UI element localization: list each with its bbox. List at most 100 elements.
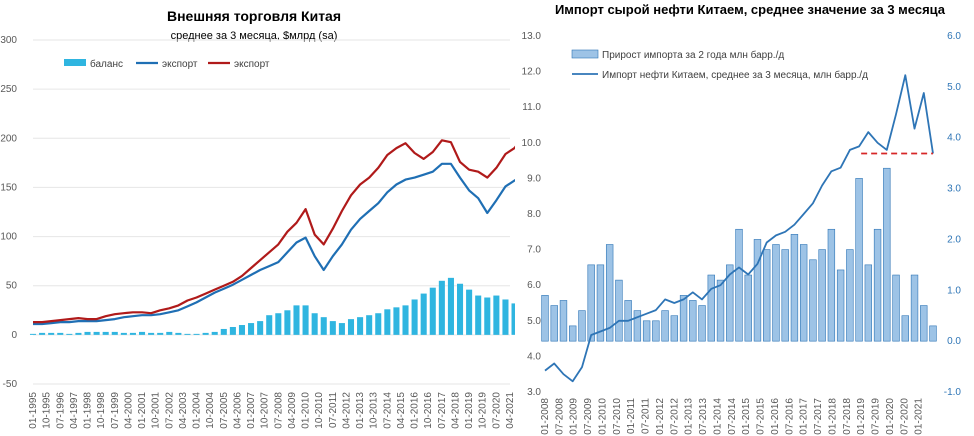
x-tick-label: 07-1999 — [110, 392, 121, 429]
balance-bar — [84, 331, 91, 335]
growth-bar — [763, 249, 771, 342]
trade-chart-panel: Внешняя торговля Китая среднее за 3 меся… — [0, 8, 515, 429]
growth-bar — [836, 269, 845, 342]
oil-chart-growth-bars — [541, 167, 937, 342]
x-tick-label: 10-2019 — [478, 392, 489, 429]
growth-bar — [587, 264, 595, 342]
x-tick-label: 10-2013 — [369, 392, 380, 429]
balance-bar — [120, 332, 127, 335]
x-tick-label: 10-2004 — [205, 392, 216, 429]
balance-bar — [357, 317, 364, 335]
x-tick-label: 07-2005 — [219, 392, 230, 429]
balance-bar — [257, 321, 264, 335]
x-tick-label: 01-2013 — [355, 392, 366, 429]
x-tick-label: 07-2014 — [727, 398, 738, 435]
balance-bar — [229, 326, 236, 335]
x-tick-label: 07-2020 — [491, 392, 502, 429]
x-tick-label: 01-2015 — [741, 398, 752, 435]
growth-bar — [605, 244, 614, 342]
x-tick-label: 07-2012 — [669, 398, 680, 435]
x-tick-label: 04-2015 — [396, 392, 407, 429]
growth-bar — [642, 320, 651, 342]
x-tick-label: 01-2019 — [856, 398, 867, 435]
x-tick-label: 07-2009 — [583, 398, 594, 435]
x-tick-label: 07-2015 — [756, 398, 767, 435]
growth-bar — [827, 228, 836, 342]
legend-swatch-bar — [64, 59, 86, 66]
x-tick-label: 07-2018 — [842, 398, 853, 435]
x-tick-label: 10-1995 — [42, 392, 53, 429]
x-tick-label: 04-2021 — [505, 392, 515, 429]
oil-chart-left-axis: 3.0 4.0 5.0 6.0 7.0 8.0 9.0 10.0 11.0 12.0 13.0 — [522, 31, 542, 398]
balance-bar — [175, 332, 182, 335]
right-y-tick-label: 6.0 — [947, 31, 961, 42]
growth-bar — [615, 279, 623, 342]
balance-bar — [338, 323, 345, 335]
balance-bar — [484, 297, 491, 335]
left-y-tick-label: 10.0 — [522, 138, 542, 149]
growth-bar — [818, 249, 826, 342]
balance-bar — [238, 325, 245, 335]
left-y-tick-label: 4.0 — [527, 351, 541, 362]
oil-chart-legend: Прирост импорта за 2 года млн барр./д Имп… — [571, 49, 868, 81]
trade-chart-title: Внешняя торговля Китая — [167, 8, 341, 24]
x-tick-label: 01-2018 — [827, 398, 838, 435]
growth-bar — [735, 228, 743, 342]
x-tick-label: 07-2008 — [273, 392, 284, 429]
balance-bar — [384, 309, 391, 335]
balance-bar — [193, 333, 200, 335]
growth-bar — [559, 300, 568, 342]
oil-chart-panel: Импорт сырой нефти Китаем, среднее значе… — [515, 0, 974, 436]
x-tick-label: 04-2012 — [341, 392, 352, 429]
y-tick-label: 150 — [0, 182, 17, 193]
balance-bar — [511, 303, 515, 335]
growth-bar — [652, 320, 660, 342]
growth-bar — [873, 228, 882, 342]
growth-bar — [689, 300, 697, 342]
balance-bar — [457, 283, 464, 335]
x-tick-label: 01-2017 — [799, 398, 810, 435]
balance-bar — [466, 289, 473, 335]
x-tick-label: 07-2008 — [554, 398, 565, 435]
balance-bar — [502, 299, 509, 335]
trade-chart-y-axis: -50 0 50 100 150 200 250 300 — [0, 35, 17, 390]
x-tick-label: 01-2012 — [655, 398, 666, 435]
growth-bar — [698, 305, 706, 342]
trade-chart-legend: баланс экспорт экспорт — [64, 58, 270, 70]
growth-bar — [809, 259, 817, 342]
oil-chart: Импорт сырой нефти Китаем, среднее значе… — [522, 2, 962, 435]
balance-bar — [293, 305, 300, 335]
balance-bar — [75, 332, 82, 335]
x-tick-label: 01-2011 — [626, 398, 637, 434]
x-tick-label: 10-2016 — [423, 392, 434, 429]
trade-chart-x-axis: 01-1995 10-1995 07-1996 04-1997 01-1998 10-19… — [28, 392, 515, 429]
x-tick-label: 01-2007 — [246, 392, 257, 429]
growth-bar — [679, 295, 688, 342]
growth-bar — [726, 264, 734, 342]
right-y-tick-label: 0.0 — [947, 336, 961, 347]
y-tick-label: -50 — [3, 379, 18, 390]
x-tick-label: 10-2010 — [314, 392, 325, 429]
legend-label: Прирост импорта за 2 года млн барр./д — [602, 49, 784, 61]
growth-bar — [550, 305, 558, 342]
balance-bar — [402, 305, 409, 335]
growth-bar — [744, 274, 752, 342]
legend-swatch-bar — [571, 49, 599, 59]
balance-bar — [375, 313, 382, 335]
left-y-tick-label: 8.0 — [527, 209, 541, 220]
x-tick-label: 04-2006 — [232, 392, 243, 429]
trade-chart-subtitle: среднее за 3 месяца, $млрд (sa) — [171, 30, 338, 42]
growth-bar — [846, 249, 854, 342]
balance-bar — [102, 331, 109, 335]
growth-bar — [633, 310, 642, 342]
growth-bar — [578, 310, 586, 342]
oil-chart-lines — [544, 74, 934, 383]
balance-bar — [129, 332, 136, 335]
x-tick-label: 01-1998 — [83, 392, 94, 429]
balance-bar — [311, 313, 318, 335]
trade-chart-balance-bars — [29, 277, 515, 335]
balance-bar — [139, 331, 146, 335]
series-line-red — [33, 139, 515, 324]
x-tick-label: 01-2014 — [712, 398, 723, 435]
growth-bar — [661, 310, 669, 342]
